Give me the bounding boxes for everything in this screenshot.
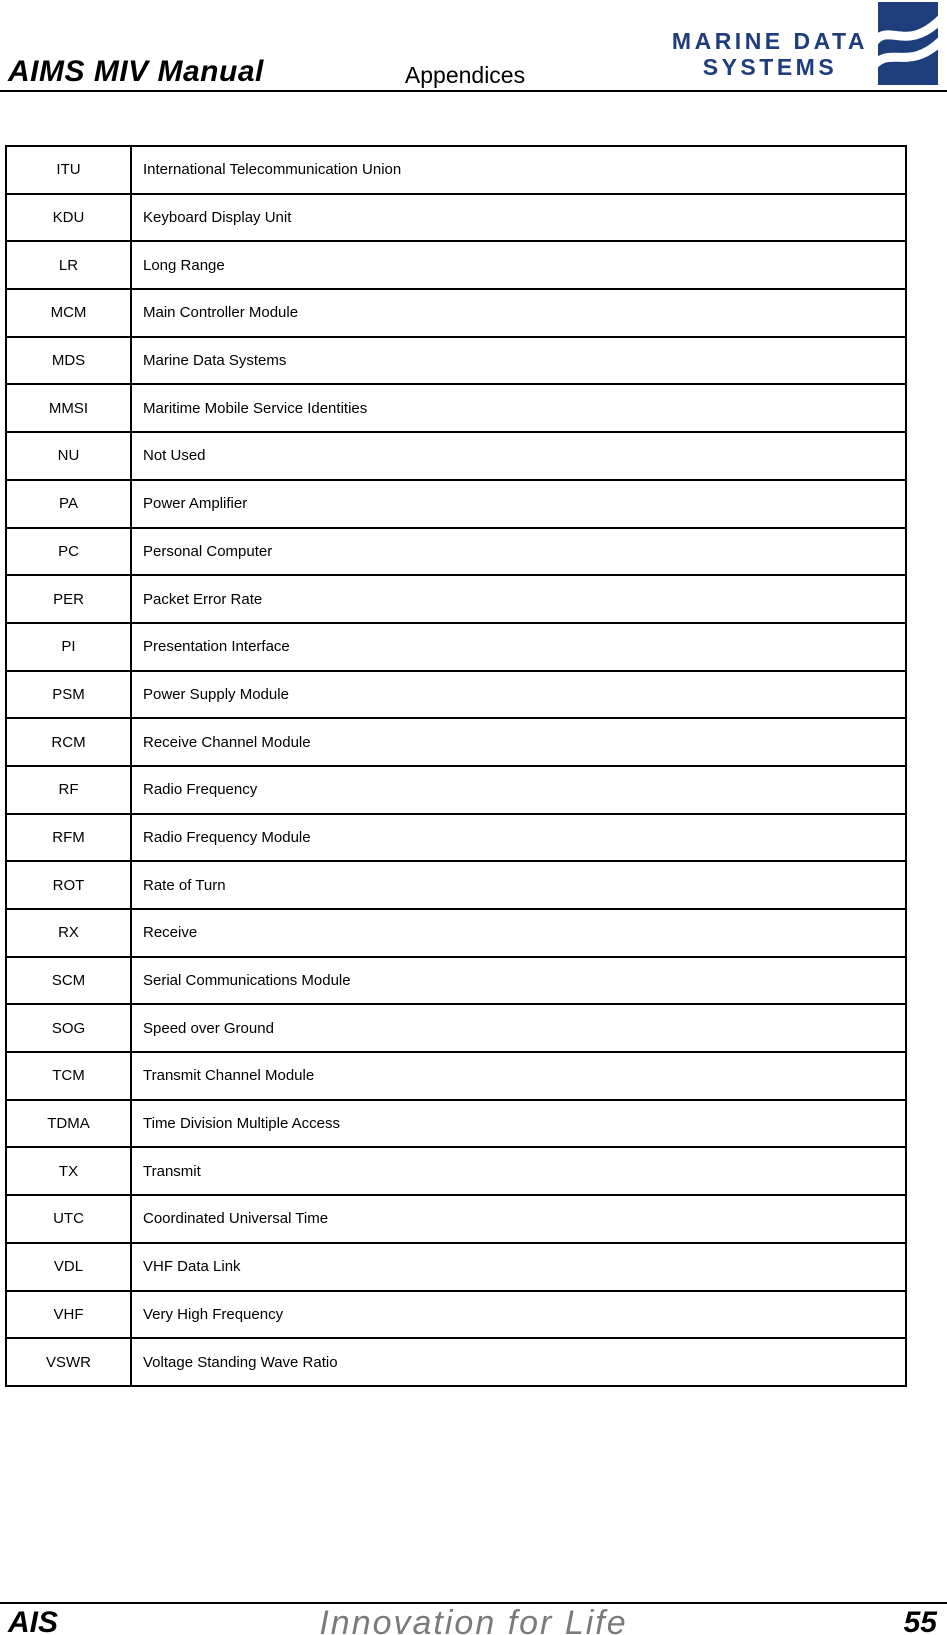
abbr-cell: VHF: [5, 1289, 132, 1340]
description-cell: Transmit: [130, 1146, 907, 1197]
table-row: PER Packet Error Rate: [5, 574, 907, 624]
table-row: UTC Coordinated Universal Time: [5, 1194, 907, 1244]
table-row: ITU International Telecommunication Unio…: [5, 145, 907, 195]
abbreviations-table: ITU International Telecommunication Unio…: [5, 145, 907, 1387]
table-row: RX Receive: [5, 908, 907, 958]
description-cell: Marine Data Systems: [130, 335, 907, 386]
abbr-cell: MMSI: [5, 383, 132, 434]
table-row: SOG Speed over Ground: [5, 1003, 907, 1054]
description-cell: Coordinated Universal Time: [130, 1194, 907, 1244]
header-divider: [0, 90, 947, 92]
description-cell: Long Range: [130, 240, 907, 291]
abbr-cell: MDS: [5, 335, 132, 386]
abbr-cell: RCM: [5, 717, 132, 767]
footer-divider: [0, 1602, 947, 1604]
description-cell: Personal Computer: [130, 526, 907, 577]
description-cell: Keyboard Display Unit: [130, 192, 907, 243]
abbr-cell: TDMA: [5, 1098, 132, 1149]
abbr-cell: PSM: [5, 669, 132, 720]
table-row: TX Transmit: [5, 1146, 907, 1197]
table-row: RF Radio Frequency: [5, 764, 907, 815]
description-cell: Rate of Turn: [130, 860, 907, 910]
description-cell: Packet Error Rate: [130, 574, 907, 624]
abbr-cell: SOG: [5, 1003, 132, 1054]
abbr-cell: MCM: [5, 288, 132, 338]
table-row: VSWR Voltage Standing Wave Ratio: [5, 1337, 907, 1387]
table-row: MCM Main Controller Module: [5, 288, 907, 338]
abbr-cell: UTC: [5, 1194, 132, 1244]
footer-product-label: AIS: [8, 1606, 59, 1635]
description-cell: Serial Communications Module: [130, 955, 907, 1006]
marine-data-systems-logo: MARINE DATA SYSTEMS: [672, 2, 938, 85]
table-row: LR Long Range: [5, 240, 907, 291]
description-cell: Power Supply Module: [130, 669, 907, 720]
table-row: RFM Radio Frequency Module: [5, 812, 907, 863]
section-heading: Appendices: [404, 62, 526, 88]
abbr-cell: NU: [5, 431, 132, 481]
abbr-cell: RFM: [5, 812, 132, 863]
abbr-cell: ROT: [5, 860, 132, 910]
table-row: VDL VHF Data Link: [5, 1241, 907, 1292]
logo-line2: SYSTEMS: [702, 54, 838, 80]
abbr-cell: VDL: [5, 1241, 132, 1292]
abbr-cell: PA: [5, 478, 132, 529]
table-row: PC Personal Computer: [5, 526, 907, 577]
abbr-cell: ITU: [5, 145, 132, 195]
description-cell: Radio Frequency Module: [130, 812, 907, 863]
abbr-cell: PER: [5, 574, 132, 624]
description-cell: Speed over Ground: [130, 1003, 907, 1054]
abbr-cell: LR: [5, 240, 132, 291]
page-number: 55: [903, 1606, 937, 1635]
description-cell: Receive: [130, 908, 907, 958]
abbreviations-table-body: ITU International Telecommunication Unio…: [5, 145, 907, 1387]
abbr-cell: KDU: [5, 192, 132, 243]
logo-line1: MARINE DATA: [671, 28, 868, 54]
description-cell: Maritime Mobile Service Identities: [130, 383, 907, 434]
description-cell: Power Amplifier: [130, 478, 907, 529]
abbr-cell: PC: [5, 526, 132, 577]
abbr-cell: TX: [5, 1146, 132, 1197]
table-row: VHF Very High Frequency: [5, 1289, 907, 1340]
description-cell: International Telecommunication Union: [130, 145, 907, 195]
table-row: MDS Marine Data Systems: [5, 335, 907, 386]
table-row: PI Presentation Interface: [5, 621, 907, 672]
table-row: PA Power Amplifier: [5, 478, 907, 529]
table-row: RCM Receive Channel Module: [5, 717, 907, 767]
footer-slogan: Innovation for Life: [319, 1604, 628, 1635]
table-row: TDMA Time Division Multiple Access: [5, 1098, 907, 1149]
table-row: MMSI Maritime Mobile Service Identities: [5, 383, 907, 434]
description-cell: Presentation Interface: [130, 621, 907, 672]
description-cell: VHF Data Link: [130, 1241, 907, 1292]
table-row: KDU Keyboard Display Unit: [5, 192, 907, 243]
table-row: NU Not Used: [5, 431, 907, 481]
logo-wordmark: MARINE DATA SYSTEMS: [672, 28, 868, 80]
description-cell: Main Controller Module: [130, 288, 907, 338]
abbr-cell: TCM: [5, 1051, 132, 1101]
table-row: SCM Serial Communications Module: [5, 955, 907, 1006]
description-cell: Voltage Standing Wave Ratio: [130, 1337, 907, 1387]
table-row: ROT Rate of Turn: [5, 860, 907, 910]
document-title: AIMS MIV Manual: [8, 55, 264, 88]
abbr-cell: VSWR: [5, 1337, 132, 1387]
table-row: TCM Transmit Channel Module: [5, 1051, 907, 1101]
description-cell: Transmit Channel Module: [130, 1051, 907, 1101]
waves-logo-icon: [878, 2, 938, 85]
abbr-cell: SCM: [5, 955, 132, 1006]
abbr-cell: PI: [5, 621, 132, 672]
abbr-cell: RF: [5, 764, 132, 815]
description-cell: Time Division Multiple Access: [130, 1098, 907, 1149]
description-cell: Not Used: [130, 431, 907, 481]
description-cell: Receive Channel Module: [130, 717, 907, 767]
description-cell: Radio Frequency: [130, 764, 907, 815]
abbr-cell: RX: [5, 908, 132, 958]
description-cell: Very High Frequency: [130, 1289, 907, 1340]
table-row: PSM Power Supply Module: [5, 669, 907, 720]
